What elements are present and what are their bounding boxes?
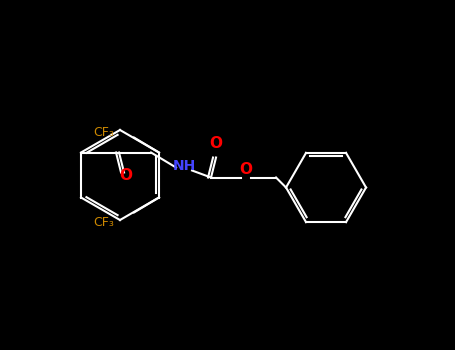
Text: O: O [239, 162, 253, 177]
Text: CF₃: CF₃ [94, 126, 114, 139]
Text: CF₃: CF₃ [94, 216, 114, 229]
Text: O: O [210, 135, 222, 150]
Text: O: O [120, 168, 132, 183]
Text: NH: NH [172, 160, 196, 174]
